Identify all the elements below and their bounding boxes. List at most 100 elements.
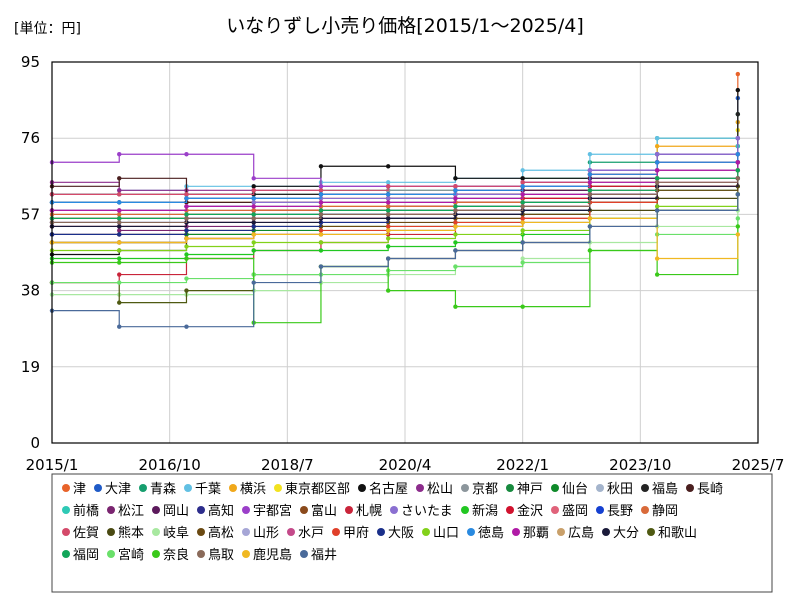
data-point <box>453 176 458 181</box>
data-point <box>251 176 256 181</box>
data-point <box>251 208 256 213</box>
data-point <box>453 264 458 269</box>
series-line <box>52 122 739 195</box>
legend-item: 前橋 <box>62 503 99 519</box>
legend-marker <box>596 506 604 514</box>
legend-item: 甲府 <box>332 526 369 541</box>
series-和歌山 <box>49 192 741 305</box>
legend-item: 神戸 <box>506 482 543 497</box>
y-tick-label: 0 <box>30 434 40 452</box>
legend-item: 宇都宮 <box>242 503 292 519</box>
legend-marker <box>641 484 649 492</box>
data-point <box>184 236 189 241</box>
data-point <box>117 200 122 205</box>
legend-marker <box>62 484 70 492</box>
data-point <box>385 204 391 209</box>
legend-label: 宇都宮 <box>253 503 292 519</box>
data-point <box>184 228 189 233</box>
legend-item: さいたま <box>390 504 453 519</box>
data-point <box>117 248 122 253</box>
data-point <box>587 216 593 221</box>
x-tick-label: 2016/10 <box>139 456 201 474</box>
data-point <box>520 192 525 197</box>
data-point <box>117 176 122 181</box>
data-point <box>654 160 660 165</box>
legend-item: 京都 <box>461 482 498 497</box>
data-point <box>117 152 122 157</box>
data-point <box>318 264 324 269</box>
data-point <box>587 152 593 157</box>
series-名古屋 <box>49 87 741 257</box>
data-point <box>385 208 391 213</box>
data-point <box>184 288 189 293</box>
legend-label: 水戸 <box>298 526 324 541</box>
series-line <box>52 210 739 296</box>
data-point <box>117 272 122 277</box>
legend-label: 青森 <box>150 482 176 497</box>
legend-label: 松江 <box>118 504 144 519</box>
legend-label: 岡山 <box>163 504 189 519</box>
x-tick-label: 2022/1 <box>496 456 549 474</box>
legend-label: 鳥取 <box>208 548 234 563</box>
legend-item: 大津 <box>94 482 131 497</box>
data-point <box>318 232 324 237</box>
legend-item: 富山 <box>300 503 337 519</box>
legend-marker <box>139 484 147 492</box>
legend-item: 大分 <box>602 526 639 541</box>
data-point <box>453 220 458 225</box>
x-tick-label: 2015/1 <box>26 456 79 474</box>
legend-label: 千葉 <box>195 482 221 497</box>
legend-label: 静岡 <box>652 504 678 519</box>
legend-marker <box>358 484 366 492</box>
series-松山 <box>49 144 741 193</box>
legend-marker <box>557 528 565 536</box>
legend-marker <box>686 484 694 492</box>
data-point <box>184 152 189 157</box>
data-point <box>184 256 189 261</box>
unit-label: [単位：円] <box>14 21 81 37</box>
data-point <box>735 152 741 157</box>
legend-marker <box>377 528 385 536</box>
legend-marker <box>332 528 340 536</box>
legend-item: 盛岡 <box>551 504 588 519</box>
legend-item: 佐賀 <box>62 526 99 541</box>
legend-label: 佐賀 <box>73 526 99 541</box>
legend-label: 京都 <box>472 482 498 497</box>
data-point <box>735 71 741 77</box>
data-point <box>117 192 122 197</box>
data-point <box>251 280 256 285</box>
legend-label: 那覇 <box>523 526 549 541</box>
legend-marker <box>242 550 250 558</box>
legend-label: 宮崎 <box>118 547 144 563</box>
data-point <box>117 324 122 329</box>
data-point <box>117 208 122 213</box>
legend-label: 富山 <box>311 503 337 519</box>
x-tick-label: 2025/7 <box>732 456 785 474</box>
legend-item: 静岡 <box>641 504 678 519</box>
data-point <box>654 152 660 157</box>
data-point <box>385 244 391 249</box>
legend-marker <box>300 506 308 514</box>
legend-item: 千葉 <box>184 482 221 497</box>
legend-marker <box>506 484 514 492</box>
data-point <box>117 224 122 229</box>
data-point <box>654 272 660 277</box>
legend-item: 那覇 <box>512 526 549 541</box>
data-point <box>117 228 122 233</box>
y-tick-label: 19 <box>21 358 40 376</box>
data-point <box>117 300 122 305</box>
legend-marker <box>152 528 160 536</box>
data-point <box>251 240 256 245</box>
legend-label: 鹿児島 <box>253 547 292 563</box>
series-line <box>52 178 739 224</box>
gridlines <box>51 61 759 444</box>
legend-marker <box>152 506 160 514</box>
legend-label: 名古屋 <box>369 481 408 497</box>
x-axis: 2015/1 2016/10 2018/7 2020/4 2022/1 2023/10 20… <box>26 456 785 474</box>
legend-marker <box>229 484 237 492</box>
data-point <box>735 87 741 93</box>
legend-item: 松江 <box>107 504 144 519</box>
series-長野 <box>49 168 741 225</box>
legend-marker <box>242 506 250 514</box>
series-福井 <box>49 192 741 329</box>
